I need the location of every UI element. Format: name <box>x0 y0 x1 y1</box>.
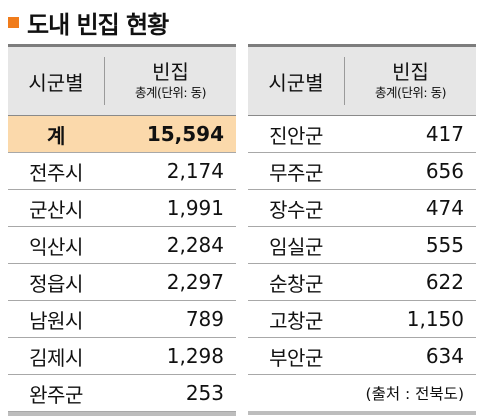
table-row: 진안군 417 <box>248 116 476 153</box>
vacant-count: 1,298 <box>166 344 224 368</box>
region-name: 부안군 <box>269 345 323 370</box>
table-row: 부안군 634 <box>248 338 476 375</box>
table-row: 정읍시 2,297 <box>8 264 236 301</box>
source-note: (출처 : 전북도) <box>365 385 464 403</box>
header-region: 시군별 <box>268 70 324 95</box>
vacant-count: 656 <box>425 159 464 183</box>
vacant-count: 2,297 <box>166 270 224 294</box>
region-name: 장수군 <box>269 197 323 222</box>
region-name: 임실군 <box>269 234 323 259</box>
table-row: 고창군 1,150 <box>248 301 476 338</box>
page-title: 도내 빈집 현황 <box>8 4 169 40</box>
table-row: 익산시 2,284 <box>8 227 236 264</box>
table-top-rule <box>8 44 236 47</box>
vacant-count: 253 <box>185 381 224 405</box>
table-row: 군산시 1,991 <box>8 190 236 227</box>
table-row: 무주군 656 <box>248 153 476 190</box>
vacant-count: 474 <box>425 196 464 220</box>
table-row: 완주군 253 <box>8 375 236 412</box>
header-vacant-unit: 총계(단위: 동) <box>375 85 446 100</box>
vacant-count: 2,174 <box>166 159 224 183</box>
source-row: (출처 : 전북도) <box>248 375 476 411</box>
header-vacant-label: 빈집 <box>152 60 189 84</box>
table-header: 시군별 빈집 총계(단위: 동) <box>248 47 476 116</box>
region-name: 순창군 <box>269 271 323 296</box>
vacant-count: 417 <box>425 122 464 146</box>
region-name: 진안군 <box>269 123 323 148</box>
region-name: 완주군 <box>29 382 83 407</box>
table-row: 남원시 789 <box>8 301 236 338</box>
region-name: 군산시 <box>29 197 83 222</box>
region-name: 전주시 <box>29 160 83 185</box>
header-vacant-label: 빈집 <box>392 60 429 84</box>
header-vacant: 빈집 총계(단위: 동) <box>105 47 236 115</box>
region-name: 정읍시 <box>29 271 83 296</box>
vacant-count: 622 <box>425 270 464 294</box>
table-row: 전주시 2,174 <box>8 153 236 190</box>
table-row: 장수군 474 <box>248 190 476 227</box>
table-bottom-rule <box>248 411 476 415</box>
region-name: 무주군 <box>269 160 323 185</box>
vacant-count: 555 <box>425 233 464 257</box>
table-header: 시군별 빈집 총계(단위: 동) <box>8 47 236 116</box>
header-divider <box>104 57 105 105</box>
table-row: 임실군 555 <box>248 227 476 264</box>
header-divider <box>344 57 345 105</box>
region-name: 김제시 <box>29 345 83 370</box>
vacant-count: 634 <box>425 344 464 368</box>
total-row: 계 15,594 <box>8 116 236 153</box>
table-top-rule <box>248 44 476 47</box>
header-vacant-unit: 총계(단위: 동) <box>135 85 206 100</box>
region-name: 고창군 <box>269 308 323 333</box>
region-name: 남원시 <box>29 308 83 333</box>
table-row: 순창군 622 <box>248 264 476 301</box>
vacant-count: 789 <box>185 307 224 331</box>
vacant-count: 1,991 <box>166 196 224 220</box>
vacant-count: 15,594 <box>146 122 224 146</box>
title-text: 도내 빈집 현황 <box>27 10 169 39</box>
header-region: 시군별 <box>28 70 84 95</box>
table-row: 김제시 1,298 <box>8 338 236 375</box>
vacant-count: 1,150 <box>406 307 464 331</box>
header-vacant: 빈집 총계(단위: 동) <box>345 47 476 115</box>
title-marker <box>8 16 19 28</box>
vacant-count: 2,284 <box>166 233 224 257</box>
region-name: 익산시 <box>29 234 83 259</box>
left-table: 시군별 빈집 총계(단위: 동) 계 15,594 전주시 2,174 군산시 … <box>8 44 236 416</box>
right-table: 시군별 빈집 총계(단위: 동) 진안군 417 무주군 656 장수군 474… <box>248 44 476 415</box>
region-name: 계 <box>47 123 65 148</box>
